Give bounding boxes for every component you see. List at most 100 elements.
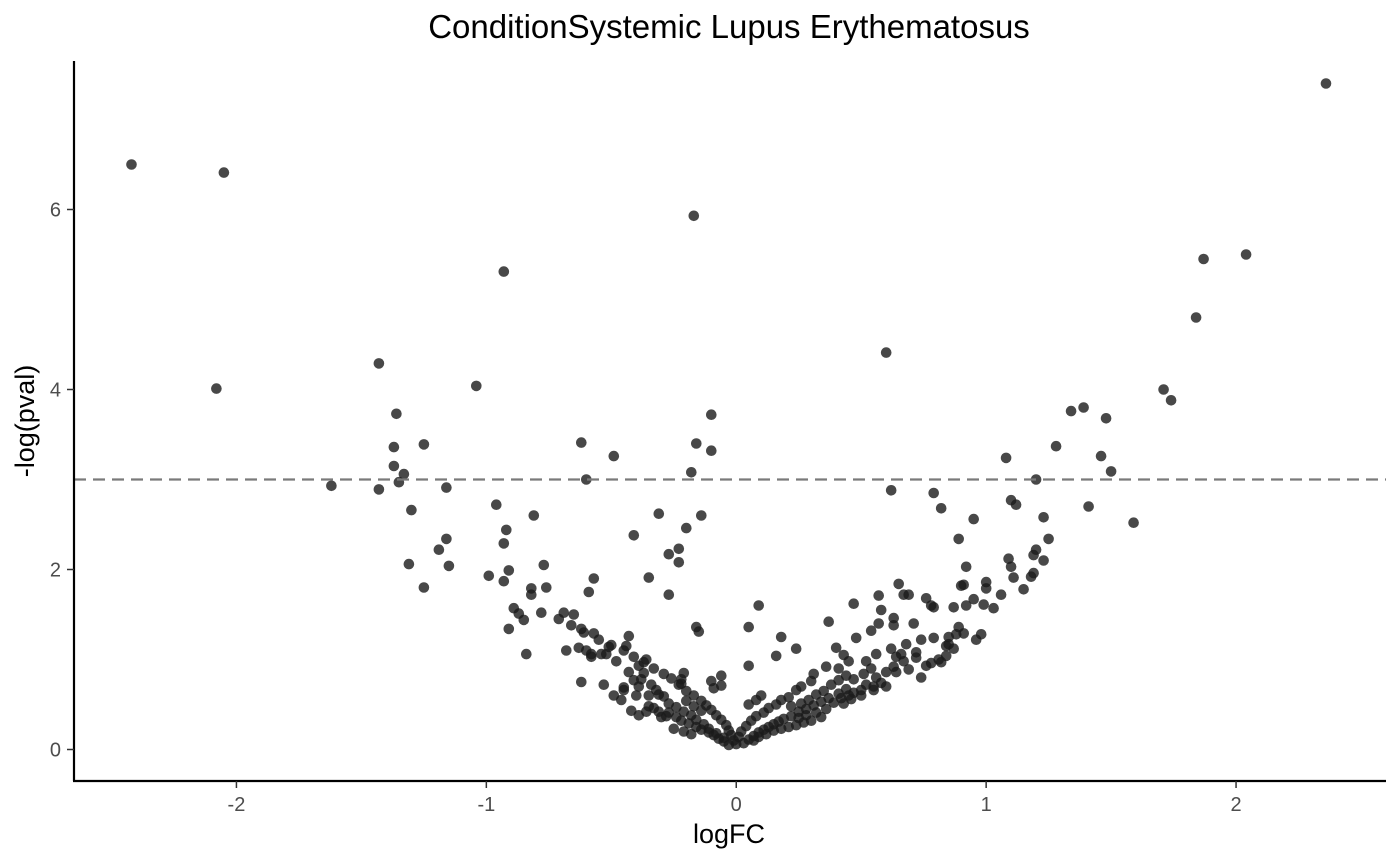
data-point	[820, 703, 832, 715]
data-point	[513, 608, 525, 619]
data-point	[576, 437, 587, 448]
data-point	[663, 698, 675, 709]
data-point	[641, 654, 652, 665]
data-point	[668, 723, 680, 735]
data-point	[850, 632, 862, 644]
data-point	[536, 607, 547, 618]
data-point	[498, 538, 510, 549]
data-point	[521, 648, 532, 660]
data-point	[688, 210, 700, 222]
data-point	[653, 689, 665, 700]
data-point	[830, 642, 842, 654]
data-point	[953, 533, 964, 545]
data-point	[663, 548, 675, 560]
data-point	[681, 695, 692, 707]
data-point	[373, 358, 385, 369]
data-point	[653, 508, 665, 519]
data-point	[588, 573, 600, 584]
data-point	[643, 572, 655, 583]
data-point	[1198, 253, 1209, 265]
x-axis-ticks: -2 -1 0 1 2	[228, 781, 1242, 816]
data-point	[833, 663, 844, 674]
data-point	[995, 589, 1007, 600]
data-point	[1158, 384, 1169, 395]
data-point	[903, 589, 914, 600]
data-point	[790, 684, 802, 696]
data-point	[566, 620, 577, 631]
data-point	[1128, 517, 1139, 528]
data-point	[880, 347, 892, 358]
data-point	[958, 628, 969, 639]
data-point	[960, 600, 972, 611]
data-point	[818, 685, 829, 697]
data-point	[1100, 413, 1112, 424]
data-point	[1008, 572, 1019, 583]
data-point	[900, 638, 912, 650]
data-point	[1025, 571, 1037, 582]
data-point	[576, 623, 587, 635]
x-tick-label: -2	[228, 794, 246, 816]
data-point	[1038, 555, 1049, 566]
data-point	[623, 630, 635, 642]
data-point	[848, 674, 859, 685]
data-point	[948, 643, 959, 654]
data-point	[1000, 452, 1012, 464]
data-point	[418, 582, 430, 593]
data-point	[920, 660, 932, 672]
data-point	[860, 656, 872, 667]
data-point	[848, 598, 859, 609]
data-point	[755, 690, 767, 701]
data-point	[676, 678, 687, 690]
data-point	[588, 628, 600, 639]
data-point	[895, 648, 907, 660]
x-tick-label: -1	[477, 794, 495, 816]
data-point	[661, 710, 672, 722]
data-point	[1105, 466, 1117, 477]
data-point	[586, 648, 597, 660]
data-point	[1050, 440, 1062, 452]
data-point	[433, 544, 445, 555]
data-point	[793, 712, 804, 724]
data-point	[865, 625, 877, 636]
data-point	[418, 439, 430, 450]
data-point	[696, 510, 707, 521]
data-point	[873, 590, 884, 601]
y-tick-label: 2	[50, 560, 61, 582]
data-point	[691, 438, 702, 449]
data-point	[743, 621, 754, 633]
x-tick-label: 2	[1230, 794, 1241, 816]
data-point	[1043, 533, 1054, 545]
data-point	[790, 643, 802, 654]
data-point	[483, 570, 495, 582]
data-point	[803, 694, 814, 706]
y-axis-title: -log(pval)	[10, 365, 40, 478]
data-point	[753, 600, 764, 611]
data-point	[925, 600, 937, 611]
y-tick-label: 4	[50, 380, 61, 402]
data-point	[868, 684, 879, 696]
data-point	[935, 656, 947, 668]
data-point	[686, 467, 697, 478]
data-point	[498, 575, 510, 587]
data-point	[126, 159, 137, 170]
data-point	[626, 705, 637, 717]
data-point	[583, 586, 595, 598]
data-point	[631, 690, 642, 701]
data-point	[743, 660, 754, 672]
y-tick-label: 0	[50, 740, 61, 762]
data-point	[975, 629, 987, 640]
data-point	[643, 701, 655, 712]
data-point	[681, 522, 692, 534]
data-point	[621, 640, 632, 652]
data-point	[935, 503, 947, 514]
data-point	[968, 513, 979, 525]
data-point	[843, 656, 854, 667]
data-point	[873, 618, 884, 629]
data-point	[706, 445, 717, 457]
x-axis-title: logFC	[693, 819, 765, 849]
data-point	[858, 668, 869, 680]
data-point	[686, 728, 697, 740]
data-point	[893, 578, 904, 590]
data-point	[890, 666, 902, 678]
data-point	[636, 674, 647, 685]
